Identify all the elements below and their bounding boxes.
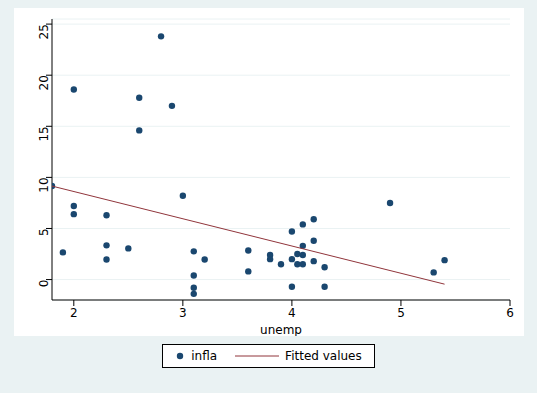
svg-text:4: 4 [288, 306, 296, 320]
svg-text:2: 2 [70, 306, 78, 320]
svg-text:5: 5 [397, 306, 405, 320]
svg-text:15: 15 [37, 126, 51, 141]
html-text:Fitted values: Fitted values [285, 349, 362, 363]
svg-text:20: 20 [37, 75, 51, 90]
svg-text:10: 10 [37, 177, 51, 192]
svg-text:0: 0 [37, 280, 51, 288]
svg-text:6: 6 [506, 306, 514, 320]
svg-text:3: 3 [179, 306, 187, 320]
svg-text:5: 5 [37, 228, 51, 236]
svg-text:unemp: unemp [260, 323, 302, 336]
html-text:infla: infla [191, 349, 218, 363]
svg-text:25: 25 [37, 24, 51, 39]
